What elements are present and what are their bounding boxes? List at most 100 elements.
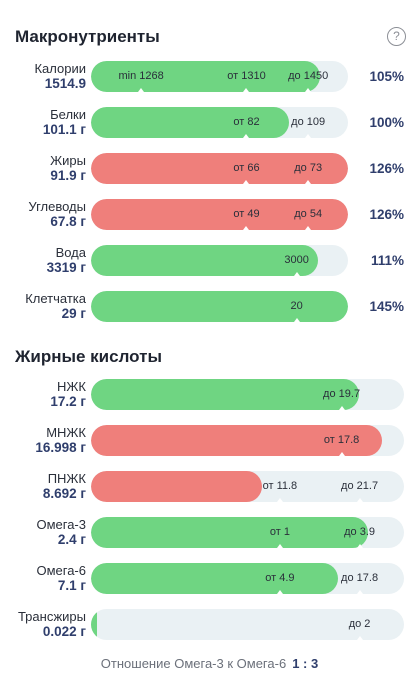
range-marker-label: до 19.7 <box>323 388 361 400</box>
percent-of-norm: 111% <box>370 253 404 268</box>
nutrient-label: Омега-6 7.1 г <box>36 563 86 594</box>
nutrient-amount: 101.1 г <box>42 122 86 137</box>
range-marker-label: от 66 <box>233 162 260 174</box>
range-tick <box>243 180 250 184</box>
nutrient-row[interactable]: Белки 101.1 г от 82 до 109 100% <box>0 107 419 153</box>
nutrient-label: Трансжиры 0.022 г <box>18 609 86 640</box>
nutrient-label: ПНЖК 8.692 г <box>43 471 86 502</box>
nutrient-amount: 16.998 г <box>35 440 86 455</box>
nutrient-name: НЖК <box>57 379 86 394</box>
nutrient-row[interactable]: Трансжиры 0.022 г до 2 <box>0 609 419 655</box>
progress-fill <box>91 245 319 276</box>
nutrient-name: ПНЖК <box>47 471 86 486</box>
nutrient-row[interactable]: НЖК 17.2 г до 19.7 <box>0 379 419 425</box>
range-marker-label: до 3.9 <box>344 526 376 538</box>
range-marker-label: до 109 <box>291 116 326 128</box>
progress-fill <box>91 563 339 594</box>
nutrient-label: МНЖК 16.998 г <box>35 425 86 456</box>
range-marker-label: до 73 <box>294 162 323 174</box>
progress-fill <box>91 61 320 92</box>
nutrient-name: Омега-6 <box>36 563 86 578</box>
progress-fill <box>91 153 348 184</box>
progress-track: 3000 <box>91 245 348 276</box>
nutrient-label: Углеводы 67.8 г <box>28 199 86 230</box>
progress-fill <box>91 517 368 548</box>
nutrient-amount: 7.1 г <box>57 578 86 593</box>
omega-ratio-value: 1 : 3 <box>292 656 319 671</box>
range-marker-label: от 4.9 <box>265 572 295 584</box>
nutrient-amount: 91.9 г <box>50 168 86 183</box>
progress-track: до 19.7 <box>91 379 404 410</box>
progress-track: от 11.8 до 21.7 <box>91 471 404 502</box>
range-marker-label: от 11.8 <box>262 480 298 492</box>
progress-track: от 1 до 3.9 <box>91 517 404 548</box>
range-tick <box>305 180 312 184</box>
nutrient-label: Клетчатка 29 г <box>25 291 86 322</box>
section-title-macronutrients: Макронутриенты <box>15 27 160 46</box>
nutrient-label: Жиры 91.9 г <box>50 153 86 184</box>
nutrient-row[interactable]: Углеводы 67.8 г от 49 до 54 126% <box>0 199 419 245</box>
nutrient-name: Белки <box>50 107 86 122</box>
percent-of-norm: 126% <box>369 207 404 222</box>
range-marker-label: 20 <box>290 300 303 312</box>
nutrient-row[interactable]: Клетчатка 29 г 20 145% <box>0 291 419 337</box>
range-marker-label: до 2 <box>348 618 371 630</box>
progress-track: до 2 <box>91 609 404 640</box>
help-icon[interactable]: ? <box>387 27 406 46</box>
percent-of-norm: 100% <box>369 115 404 130</box>
range-marker-label: до 54 <box>294 208 323 220</box>
nutrient-label: Калории 1514.9 <box>34 61 86 92</box>
progress-fill <box>91 471 262 502</box>
nutrient-amount: 2.4 г <box>57 532 86 547</box>
nutrient-row[interactable]: МНЖК 16.998 г от 17.8 <box>0 425 419 471</box>
progress-track: 20 <box>91 291 348 322</box>
percent-of-norm: 145% <box>369 299 404 314</box>
nutrient-row[interactable]: ПНЖК 8.692 г от 11.8 до 21.7 <box>0 471 419 517</box>
nutrient-label: НЖК 17.2 г <box>50 379 86 410</box>
range-marker-label: от 17.8 <box>323 434 360 446</box>
progress-track: от 4.9 до 17.8 <box>91 563 404 594</box>
nutrient-row[interactable]: Вода 3319 г 3000 111% <box>0 245 419 291</box>
range-marker-label: до 1450 <box>288 70 329 82</box>
range-marker-label: min 1268 <box>118 70 164 82</box>
progress-track: от 66 до 73 <box>91 153 348 184</box>
range-tick <box>356 636 363 640</box>
nutrient-name: Калории <box>34 61 86 76</box>
nutrient-amount: 8.692 г <box>42 486 86 501</box>
progress-track: от 82 до 109 <box>91 107 348 138</box>
nutrient-row[interactable]: Жиры 91.9 г от 66 до 73 126% <box>0 153 419 199</box>
nutrient-amount: 0.022 г <box>42 624 86 639</box>
nutrient-row[interactable]: Омега-3 2.4 г от 1 до 3.9 <box>0 517 419 563</box>
progress-track: min 1268 от 1310 до 1450 <box>91 61 348 92</box>
range-tick <box>293 272 300 276</box>
omega-ratio-label: Отношение Омега-3 к Омега-6 <box>100 656 287 671</box>
progress-fill <box>91 609 98 640</box>
range-tick <box>243 134 250 138</box>
range-marker-label: от 1 <box>269 526 290 538</box>
nutrient-amount: 29 г <box>61 306 86 321</box>
nutrient-name: Омега-3 <box>36 517 86 532</box>
range-tick <box>243 226 250 230</box>
nutrient-name: МНЖК <box>46 425 86 440</box>
range-tick <box>305 88 312 92</box>
nutrient-row[interactable]: Омега-6 7.1 г от 4.9 до 17.8 <box>0 563 419 609</box>
range-tick <box>356 544 363 548</box>
nutrient-row[interactable]: Калории 1514.9 min 1268 от 1310 до 1450 105% <box>0 61 419 107</box>
nutrient-name: Углеводы <box>28 199 86 214</box>
nutrient-amount: 3319 г <box>46 260 86 275</box>
range-marker-label: от 49 <box>233 208 260 220</box>
nutrient-name: Вода <box>55 245 86 260</box>
range-tick <box>356 498 363 502</box>
range-tick <box>293 318 300 322</box>
range-tick <box>356 590 363 594</box>
section-title-fatty-acids: Жирные кислоты <box>15 347 162 366</box>
range-tick <box>305 226 312 230</box>
progress-track: от 17.8 <box>91 425 404 456</box>
range-marker-label: от 1310 <box>227 70 266 82</box>
range-tick <box>338 406 345 410</box>
range-tick <box>276 590 283 594</box>
nutrient-amount: 1514.9 <box>44 76 86 91</box>
range-tick <box>276 544 283 548</box>
progress-fill <box>91 379 359 410</box>
range-marker-label: от 82 <box>233 116 260 128</box>
